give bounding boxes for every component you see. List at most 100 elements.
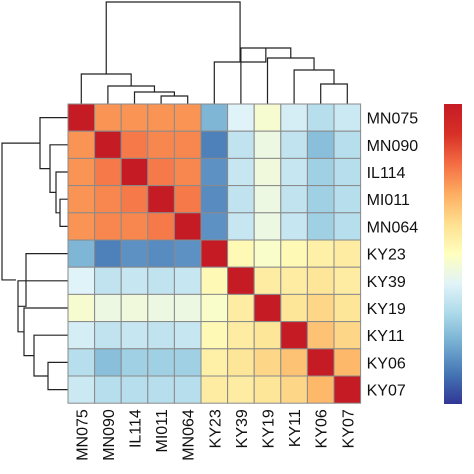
column-dendrogram-branch — [80, 73, 132, 104]
row-dendrogram-branch — [59, 198, 68, 227]
heatmap-cell — [147, 212, 175, 241]
heatmap-cell — [306, 130, 335, 159]
heatmap-cell — [147, 348, 175, 377]
column-label: KY06 — [314, 409, 331, 448]
heatmap-cell — [253, 130, 282, 159]
heatmap-cell — [67, 212, 96, 241]
heatmap-cell — [120, 130, 149, 159]
column-label: IL114 — [128, 409, 145, 448]
heatmap-cell — [227, 348, 255, 377]
heatmap-cell — [306, 239, 335, 268]
heatmap-cell — [306, 185, 335, 214]
heatmap-cell — [280, 293, 308, 323]
color-scale-bar — [444, 104, 462, 404]
heatmap-cell — [200, 266, 229, 295]
heatmap-cell — [173, 103, 202, 132]
row-dendrogram-branch — [49, 144, 68, 193]
heatmap-cell — [120, 293, 149, 323]
heatmap-cell — [67, 157, 96, 187]
heatmap-cell — [280, 130, 308, 159]
column-dendrogram-branch — [160, 95, 189, 104]
heatmap-cell — [306, 157, 335, 187]
heatmap-cell — [253, 293, 282, 323]
heatmap-cell — [333, 103, 362, 132]
heatmap-cell — [120, 103, 149, 132]
heatmap-cell — [200, 321, 229, 350]
heatmap-cell — [173, 348, 202, 377]
heatmap-cell — [227, 293, 255, 323]
heatmap-cell — [253, 157, 282, 187]
heatmap-cell — [120, 212, 149, 241]
heatmap-cell — [67, 103, 96, 132]
heatmap-cell — [227, 375, 255, 404]
row-label: KY39 — [367, 274, 406, 291]
heatmap-cell — [173, 293, 202, 323]
heatmap-cell — [227, 157, 255, 187]
heatmap-cell — [253, 321, 282, 350]
column-dendrogram-branch — [320, 83, 348, 104]
row-dendrogram-branch — [33, 334, 68, 377]
heatmap-cell — [94, 130, 122, 159]
row-dendrogram-branch — [23, 307, 68, 357]
heatmap-cell — [227, 185, 255, 214]
heatmap-cell — [306, 321, 335, 350]
column-dendrogram — [80, 1, 348, 104]
heatmap-cell — [147, 239, 175, 268]
heatmap-cell — [173, 185, 202, 214]
heatmap-cell — [253, 103, 282, 132]
heatmap-cell — [333, 157, 362, 187]
heatmap-cell — [333, 348, 362, 377]
heatmap-cell — [120, 239, 149, 268]
column-label: MN090 — [101, 409, 118, 461]
row-label: MN090 — [367, 138, 419, 155]
heatmap-cell — [147, 321, 175, 350]
heatmap-cell — [280, 266, 308, 295]
column-dendrogram-branch — [133, 91, 175, 104]
heatmap-cell — [253, 239, 282, 268]
heatmap-cell — [253, 375, 282, 404]
heatmap-cell — [94, 185, 122, 214]
heatmap-cell — [67, 348, 96, 377]
heatmap-cell — [67, 130, 96, 159]
row-label: IL114 — [367, 165, 406, 182]
heatmap-cell — [280, 157, 308, 187]
heatmap-cell — [67, 266, 96, 295]
heatmap-cell — [94, 266, 122, 295]
row-dendrogram-branch — [55, 171, 68, 214]
heatmap-cell — [147, 130, 175, 159]
column-label: KY07 — [340, 409, 357, 448]
column-dendrogram-branch — [266, 57, 315, 104]
row-label: KY06 — [367, 355, 406, 372]
heatmap-cell — [147, 103, 175, 132]
heatmap-cell — [120, 321, 149, 350]
column-label: MI011 — [154, 409, 171, 452]
heatmap-cell — [173, 375, 202, 404]
heatmap-cell — [333, 266, 362, 295]
heatmap-cell — [200, 130, 229, 159]
row-label: MI011 — [367, 192, 410, 209]
heatmap-cell — [253, 348, 282, 377]
heatmap-cell — [200, 185, 229, 214]
heatmap-cell — [227, 130, 255, 159]
heatmap-cell — [120, 348, 149, 377]
row-label: KY23 — [367, 247, 406, 264]
heatmap-cell — [306, 348, 335, 377]
column-label: KY11 — [287, 409, 304, 447]
heatmap-cell — [94, 293, 122, 323]
heatmap-cell — [253, 266, 282, 295]
heatmap-cell — [173, 212, 202, 241]
heatmap-cell — [94, 212, 122, 241]
heatmap-cell — [94, 239, 122, 268]
heatmap-cell — [280, 239, 308, 268]
row-dendrogram-branch — [39, 116, 68, 170]
heatmap-cell — [200, 157, 229, 187]
heatmap-cell — [333, 239, 362, 268]
heatmap-cell — [200, 348, 229, 377]
column-dendrogram-branch — [293, 69, 335, 104]
row-dendrogram-branch — [18, 253, 68, 307]
heatmap-cell — [306, 212, 335, 241]
heatmap-cell — [333, 185, 362, 214]
row-label: MN075 — [367, 111, 419, 128]
heatmap-cell — [333, 212, 362, 241]
